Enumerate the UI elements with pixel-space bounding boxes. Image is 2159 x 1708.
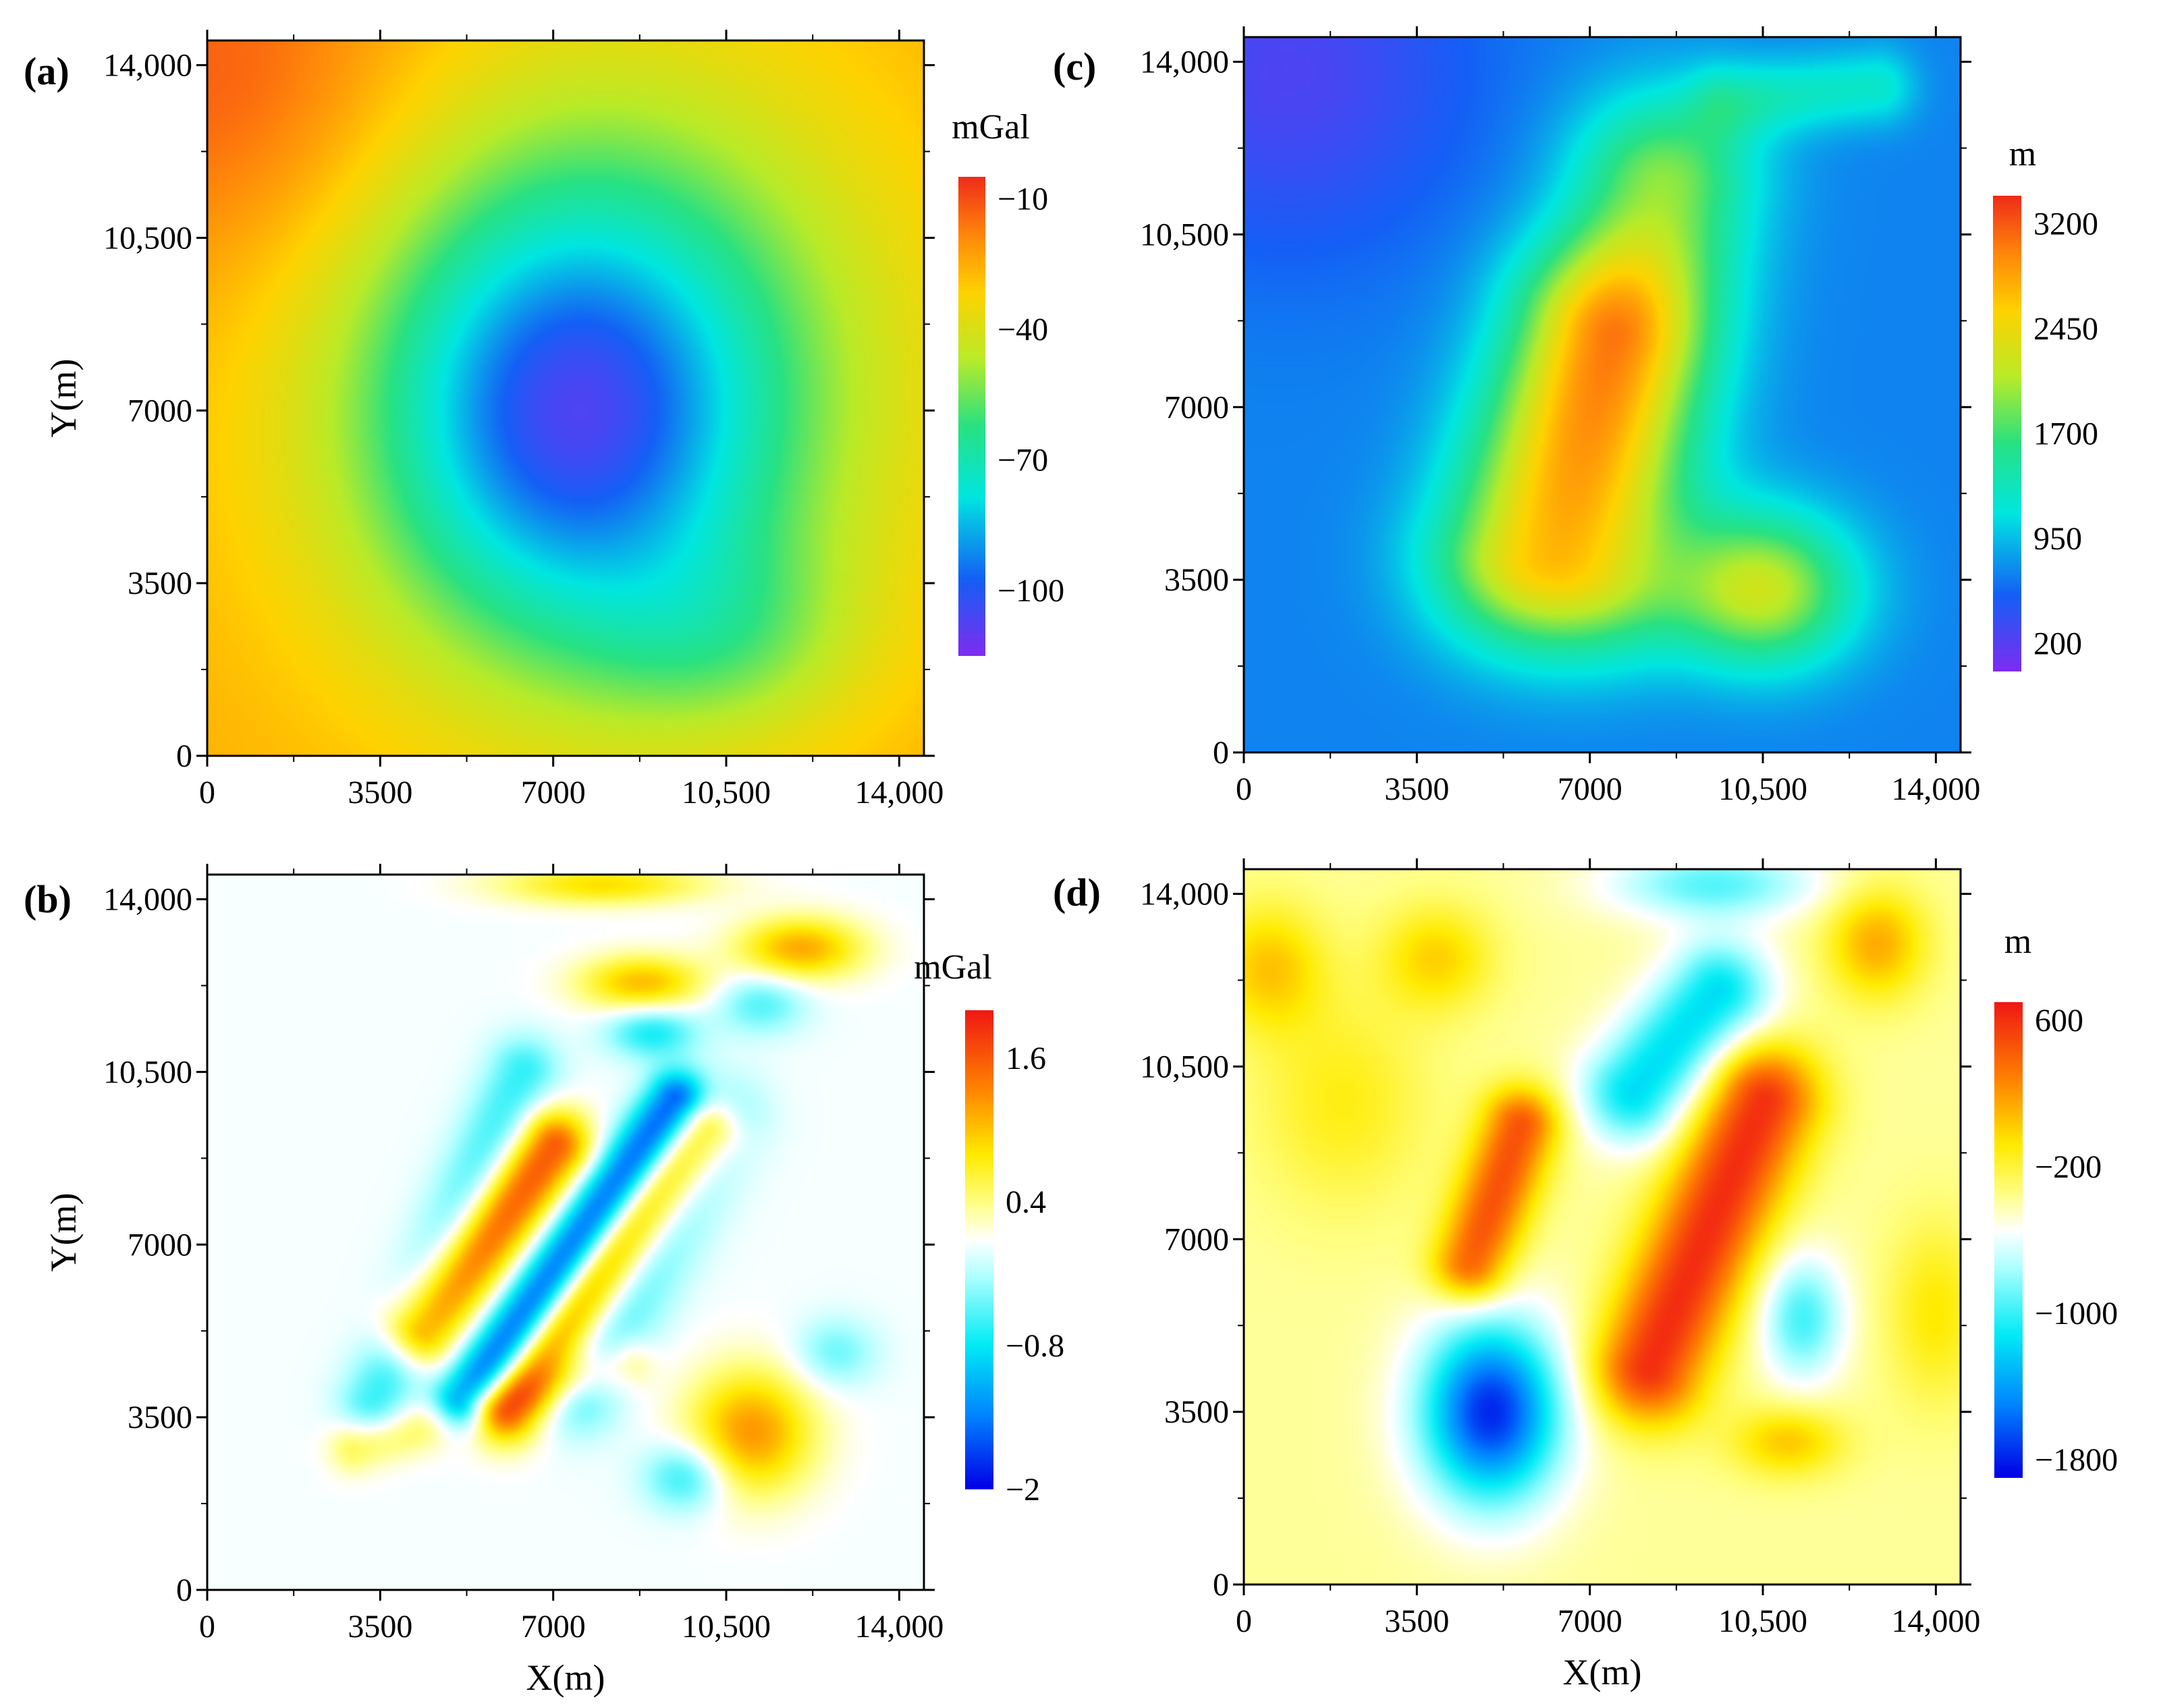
y-axis-label-a: Y(m) — [43, 359, 84, 438]
y-tick-label-d: 10,500 — [1140, 1049, 1229, 1084]
y-tick-label-b: 3500 — [128, 1400, 192, 1435]
plot-frame-b — [206, 873, 925, 1591]
y-axis-label-b: Y(m) — [43, 1193, 84, 1272]
x-tick-label-d: 10,500 — [1718, 1603, 1807, 1639]
y-tick-label-b: 0 — [176, 1572, 192, 1608]
colorbar-label-c: 200 — [2033, 626, 2082, 662]
y-tick-label-b: 10,500 — [103, 1054, 192, 1090]
colorbar-label-c: 950 — [2033, 521, 2082, 557]
colorbar-unit-d: m — [2004, 922, 2031, 961]
y-tick-label-a: 14,000 — [103, 48, 192, 84]
colorbar-label-d: 600 — [2035, 1003, 2083, 1039]
plot-frame-d — [1242, 868, 1962, 1586]
y-tick-label-a: 0 — [176, 738, 192, 774]
colorbar-label-a: −40 — [997, 312, 1048, 348]
x-tick-label-a: 3500 — [348, 775, 412, 810]
y-tick-label-a: 10,500 — [103, 220, 192, 256]
colorbar-unit-b: mGal — [914, 948, 992, 987]
colorbar-label-c: 2450 — [2033, 311, 2098, 347]
colorbar-label-c: 1700 — [2033, 416, 2098, 452]
x-tick-label-a: 0 — [199, 775, 215, 810]
panel-c: 0 3500 7000 10,500 14,000 0 3500 7000 10,500 14,0… — [1053, 26, 2098, 807]
x-tick-label-c: 10,500 — [1718, 771, 1807, 807]
y-tick-label-c: 14,000 — [1140, 45, 1229, 80]
y-tick-label-c: 3500 — [1164, 562, 1229, 598]
colorbar-d — [1994, 1002, 2023, 1478]
panel-d: 0 3500 7000 10,500 14,000 0 3500 7000 10,500 14,0… — [1053, 858, 2118, 1692]
y-tick-label-c: 7000 — [1164, 389, 1229, 425]
colorbar-label-d: −1000 — [2035, 1296, 2118, 1331]
y-tick-label-d: 0 — [1213, 1567, 1229, 1603]
colorbar-label-b: 1.6 — [1006, 1041, 1046, 1076]
panel-b: 0 3500 7000 10,500 14,000 0 3500 7000 10,500 14,0… — [24, 864, 1064, 1698]
colorbar-label-d: −1800 — [2035, 1442, 2118, 1478]
x-tick-label-b: 0 — [199, 1609, 215, 1645]
x-tick-label-c: 7000 — [1558, 771, 1622, 807]
panel-tag-d: (d) — [1053, 871, 1101, 914]
x-tick-label-d: 14,000 — [1891, 1603, 1980, 1639]
colorbar-label-d: −200 — [2035, 1149, 2102, 1185]
colorbar-b — [965, 1010, 993, 1489]
colorbar-label-a: −100 — [997, 573, 1064, 609]
panel-tag-b: (b) — [24, 877, 72, 921]
x-tick-label-a: 10,500 — [682, 775, 771, 810]
y-tick-label-c: 0 — [1213, 735, 1229, 771]
colorbar-label-b: 0.4 — [1006, 1184, 1046, 1220]
x-tick-label-b: 10,500 — [682, 1609, 771, 1645]
colorbar-unit-a: mGal — [952, 108, 1030, 146]
x-tick-label-d: 3500 — [1384, 1603, 1449, 1639]
y-tick-label-d: 3500 — [1164, 1394, 1229, 1430]
x-tick-label-a: 14,000 — [854, 775, 944, 810]
heatmap-a — [207, 40, 924, 756]
x-tick-label-b: 14,000 — [854, 1609, 944, 1645]
y-tick-label-b: 14,000 — [103, 882, 192, 918]
y-tick-label-c: 10,500 — [1140, 217, 1229, 252]
colorbar-c — [1993, 196, 2021, 671]
x-axis-label-d: X(m) — [1563, 1652, 1642, 1692]
colorbar-label-b: −2 — [1006, 1472, 1040, 1508]
colorbar-label-c: 3200 — [2033, 206, 2098, 242]
x-tick-label-d: 0 — [1236, 1603, 1252, 1639]
y-tick-label-b: 7000 — [128, 1227, 192, 1263]
colorbar-unit-c: m — [2009, 135, 2036, 173]
panel-tag-a: (a) — [24, 49, 70, 93]
colorbar-label-a: −10 — [997, 181, 1048, 217]
heatmap-c — [1244, 37, 1961, 752]
x-tick-label-c: 14,000 — [1891, 771, 1980, 807]
x-axis-label-b: X(m) — [526, 1657, 605, 1698]
colorbar-label-b: −0.8 — [1006, 1328, 1064, 1364]
x-tick-label-c: 3500 — [1384, 771, 1449, 807]
y-tick-label-a: 3500 — [128, 566, 192, 601]
y-tick-label-a: 7000 — [128, 393, 192, 429]
y-tick-label-d: 7000 — [1164, 1221, 1229, 1257]
colorbar-label-a: −70 — [997, 443, 1048, 478]
heatmap-d — [1244, 869, 1961, 1585]
y-tick-label-d: 14,000 — [1140, 877, 1229, 912]
x-tick-label-c: 0 — [1236, 771, 1252, 807]
x-tick-label-a: 7000 — [521, 775, 586, 810]
x-tick-label-b: 3500 — [348, 1609, 412, 1645]
panel-tag-c: (c) — [1053, 45, 1096, 88]
colorbar-a — [958, 177, 985, 656]
plot-frame-a — [206, 39, 925, 757]
panel-a: 0 3500 7000 10,500 14,000 0 3500 7000 10,500 14,0… — [24, 30, 1064, 810]
x-tick-label-b: 7000 — [521, 1609, 586, 1645]
plot-frame-c — [1242, 36, 1962, 754]
heatmap-b — [207, 875, 924, 1590]
x-tick-label-d: 7000 — [1558, 1603, 1622, 1639]
